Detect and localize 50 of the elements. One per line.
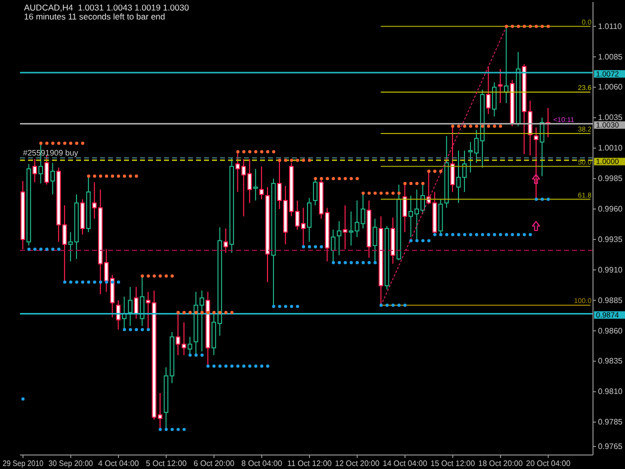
y-tick-label: 0.9960 bbox=[598, 204, 624, 214]
y-tick-label: 0.9785 bbox=[598, 418, 624, 427]
y-tick-label: 1.0010 bbox=[598, 144, 624, 153]
candlestick bbox=[188, 336, 192, 357]
candlestick bbox=[50, 162, 55, 195]
candlestick bbox=[259, 166, 264, 200]
candlestick bbox=[32, 158, 38, 183]
candlestick bbox=[134, 286, 138, 320]
y-tick-label: 0.9810 bbox=[598, 387, 624, 396]
candlestick bbox=[372, 218, 378, 264]
candlestick bbox=[253, 168, 258, 201]
candlestick bbox=[140, 275, 144, 326]
candlestick bbox=[128, 286, 133, 326]
x-tick-label: 20 Oct 04:00 bbox=[526, 459, 572, 468]
y-tick-label: 0.9935 bbox=[598, 234, 624, 244]
x-tick-label: 18 Oct 20:00 bbox=[478, 459, 524, 468]
candlestick bbox=[312, 178, 318, 206]
candlestick bbox=[498, 68, 503, 104]
y-tick-label: 0.9860 bbox=[598, 326, 624, 336]
candlestick bbox=[116, 300, 121, 330]
candlestick bbox=[534, 126, 538, 200]
y-tick-label: 1.0085 bbox=[598, 52, 624, 62]
y-tick-label: 0.9765 bbox=[598, 442, 624, 451]
x-tick-label: 6 Oct 20:00 bbox=[194, 459, 235, 468]
candlestick bbox=[223, 228, 228, 254]
x-tick-label: 14 Oct 04:00 bbox=[382, 459, 429, 468]
y-tick-label: 1.0035 bbox=[598, 113, 624, 122]
candlestick bbox=[330, 229, 336, 264]
candlestick bbox=[492, 82, 497, 117]
y-tick-label: 0.9885 bbox=[598, 296, 624, 305]
y-tick-label: 0.9910 bbox=[598, 265, 624, 274]
y-tick-label: 1.0060 bbox=[598, 82, 624, 92]
x-tick-label: 11 Oct 12:00 bbox=[287, 459, 333, 468]
candlestick bbox=[44, 154, 49, 186]
x-tick-label: 29 Sep 2010 bbox=[2, 459, 48, 468]
x-tick-label: 15 Oct 12:00 bbox=[430, 459, 476, 468]
chart-title: AUDCAD,H4 1.0031 1.0043 1.0019 1.0030 bbox=[24, 2, 190, 12]
y-tick-label: 1.0110 bbox=[598, 22, 622, 31]
candlestick bbox=[486, 66, 491, 115]
x-tick-label: 5 Oct 12:00 bbox=[146, 459, 188, 468]
x-tick-label: 8 Oct 04:00 bbox=[241, 459, 283, 468]
x-tick-label: 12 Oct 20:00 bbox=[335, 459, 381, 468]
x-tick-label: 4 Oct 04:00 bbox=[98, 459, 140, 468]
candlestick bbox=[342, 204, 348, 250]
candlestick bbox=[336, 220, 342, 256]
y-tick-label: 0.9835 bbox=[598, 356, 624, 366]
text: 16 minutes 11 seconds left to bar end bbox=[24, 12, 166, 22]
x-tick-label: 30 Sep 20:00 bbox=[48, 459, 96, 468]
y-tick-label: 0.9985 bbox=[598, 174, 624, 184]
candlestick bbox=[450, 124, 455, 192]
